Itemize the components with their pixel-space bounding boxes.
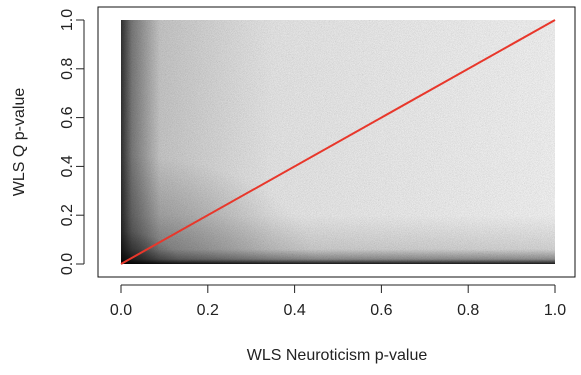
x-axis: 0.0 0.2 0.4 0.6 0.8 1.0 [110, 284, 566, 319]
x-tick-label: 0.0 [110, 302, 132, 319]
plot-frame [97, 6, 576, 278]
y-axis: 0.0 0.2 0.4 0.6 0.8 1.0 [59, 9, 85, 275]
x-tick-label: 1.0 [544, 302, 566, 319]
y-tick-label: 0.2 [59, 204, 76, 226]
x-axis-title: WLS Neuroticism p-value [247, 347, 428, 364]
y-axis-title: WLS Q p-value [11, 88, 28, 197]
y-tick-label: 0.0 [59, 253, 76, 275]
x-tick-label: 0.4 [283, 302, 305, 319]
y-tick-label: 0.6 [59, 106, 76, 128]
x-tick-label: 0.2 [197, 302, 219, 319]
reference-line-group [120, 19, 556, 265]
y-tick-label: 1.0 [59, 9, 76, 31]
x-tick-label: 0.6 [370, 302, 392, 319]
y-tick-label: 0.4 [59, 155, 76, 177]
x-tick-label: 0.8 [457, 302, 479, 319]
reference-line [120, 19, 556, 265]
y-tick-label: 0.8 [59, 58, 76, 80]
